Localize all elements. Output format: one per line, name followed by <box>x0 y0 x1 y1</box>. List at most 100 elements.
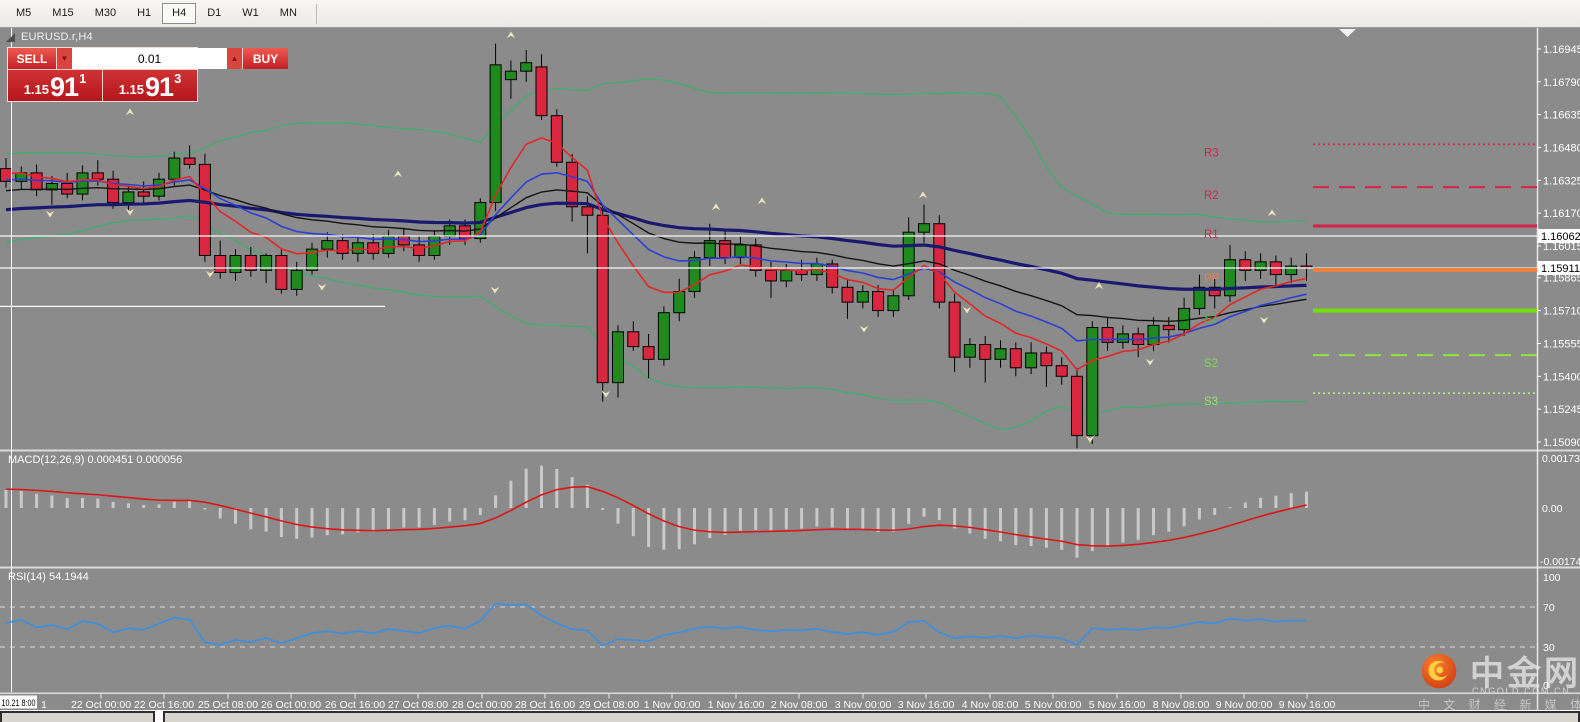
pivot-label-r3: R3 <box>1204 147 1219 159</box>
macd-bar <box>1274 495 1278 508</box>
time-tick-label: 8 Nov 08:00 <box>1153 699 1210 711</box>
buy-price-big-figure: 1.15 <box>118 82 145 97</box>
macd-bar <box>693 508 696 545</box>
macd-bar <box>784 508 788 530</box>
moving-averages <box>5 137 1307 371</box>
timeframe-button-d1[interactable]: D1 <box>207 7 222 19</box>
timeframe-button-h1[interactable]: H1 <box>137 7 152 19</box>
candle <box>504 70 517 81</box>
price-tick-label: 1.16170 <box>1543 208 1580 220</box>
macd-bar <box>4 490 8 508</box>
one-click-trade-panel: SELL ▼ ▲ BUY 1.15 91 1 1.15 91 3 <box>7 47 288 102</box>
volume-input[interactable] <box>72 48 227 69</box>
price-tag-label: 1.15911 <box>1541 263 1580 275</box>
trade-panel-controls: SELL ▼ ▲ BUY <box>8 48 288 70</box>
watermark-domain: CNGOLD.COM.CN <box>1472 686 1571 696</box>
background-window-tab[interactable] <box>0 711 155 722</box>
price-axis[interactable]: 1.16945 1.16790 1.16635 1.16480 1.16325 1.161… <box>1537 44 1580 449</box>
pivot-label-pp: PP <box>1204 273 1220 285</box>
candle <box>581 206 594 216</box>
candle <box>887 295 900 312</box>
volume-down-button[interactable]: ▼ <box>57 48 72 69</box>
macd-bar <box>356 508 360 533</box>
macd-bar <box>172 501 176 508</box>
timeframe-button-mn[interactable]: MN <box>279 7 297 19</box>
time-tick-label: 3 Nov 16:00 <box>898 699 955 711</box>
cngold-logo-icon <box>1421 653 1457 689</box>
time-tick-label: 5 Nov 00:00 <box>1025 699 1082 711</box>
buy-price[interactable]: 1.15 91 3 <box>103 70 197 101</box>
macd-bar <box>999 508 1002 542</box>
sell-price[interactable]: 1.15 91 1 <box>8 70 103 101</box>
sell-button[interactable]: SELL <box>8 48 57 69</box>
pivot-levels: R3 R2 R1 PP S1 S2 S3 <box>1204 143 1537 408</box>
time-tick-label: 22 Oct 00:00 <box>71 699 131 711</box>
candle <box>765 269 777 282</box>
candle <box>1193 286 1206 309</box>
background-window-edge[interactable] <box>163 711 1580 722</box>
candle <box>306 248 318 271</box>
price-tick-label: 1.15555 <box>1543 338 1580 350</box>
timeframe-button-w1[interactable]: W1 <box>242 7 259 19</box>
buy-button[interactable]: BUY <box>242 48 288 69</box>
macd-bar <box>983 508 987 539</box>
timeframe-button-m30[interactable]: M30 <box>94 7 117 19</box>
macd-bar <box>555 469 559 508</box>
macd-bar <box>111 501 115 508</box>
macd-bar <box>295 508 299 539</box>
macd-bar <box>1044 508 1048 548</box>
volume-up-button[interactable]: ▲ <box>227 48 242 69</box>
candle <box>137 191 150 197</box>
candle <box>948 301 961 358</box>
macd-bar <box>509 480 513 508</box>
macd-bar <box>830 508 834 528</box>
price-tick-label: 1.16325 <box>1543 175 1580 187</box>
candle <box>107 178 120 204</box>
candle <box>918 223 930 233</box>
horizontal-line-objects[interactable] <box>0 235 1537 307</box>
candle <box>1147 324 1160 345</box>
fractal-down-icon <box>961 305 973 315</box>
pivot-label-s2: S2 <box>1204 358 1218 370</box>
timeframe-toolbar[interactable]: M5 M15 M30 H1 H4 D1 W1 MN <box>0 0 1580 28</box>
macd-bar <box>65 498 69 508</box>
candle <box>122 191 135 204</box>
price-tick-label: 1.16480 <box>1543 142 1580 154</box>
macd-bar <box>126 503 130 508</box>
time-tick-label: 28 Oct 16:00 <box>515 699 575 711</box>
chart-title-bar: EURUSD.r,H4 <box>6 31 93 43</box>
fractal-down-icon <box>316 282 328 292</box>
time-axis[interactable]: 22 Oct 00:00 22 Oct 16:00 25 Oct 08:00 26 O… <box>0 694 1335 711</box>
macd-bar <box>142 504 146 508</box>
time-tick-label: 25 Oct 08:00 <box>198 699 258 711</box>
timeframe-button-m5[interactable]: M5 <box>16 7 32 19</box>
candle <box>1040 352 1053 367</box>
buy-price-point: 3 <box>174 71 182 86</box>
macd-bar <box>570 477 574 508</box>
macd-bar <box>524 468 528 508</box>
price-tick-label: 1.16790 <box>1543 77 1580 89</box>
background-windows-strip <box>0 710 1580 722</box>
rsi-axis-label: 70 <box>1543 602 1555 614</box>
collapse-panel-icon[interactable] <box>6 32 15 42</box>
candle <box>872 291 885 312</box>
fractal-up-icon <box>756 196 768 206</box>
time-label-remnant: 1 <box>41 699 47 711</box>
time-tick-label: 2 Nov 08:00 <box>771 699 828 711</box>
fractal-down-icon <box>204 269 216 279</box>
candle <box>642 346 655 360</box>
price-tick-label: 1.15400 <box>1543 371 1580 383</box>
macd-label: MACD(12,26,9) 0.000451 0.000056 <box>8 454 182 466</box>
timeframe-button-h4[interactable]: H4 <box>162 3 197 24</box>
timeframe-button-m15[interactable]: M15 <box>52 7 74 19</box>
time-tick-label: 3 Nov 00:00 <box>835 699 892 711</box>
macd-indicator <box>4 465 1308 558</box>
candle <box>229 255 242 273</box>
macd-bar <box>616 508 620 524</box>
macd-bar <box>937 508 941 520</box>
macd-bar <box>1075 508 1079 558</box>
rsi-label: RSI(14) 54.1944 <box>8 571 89 583</box>
macd-bar <box>1121 508 1125 543</box>
fractal-down-icon <box>124 207 136 217</box>
